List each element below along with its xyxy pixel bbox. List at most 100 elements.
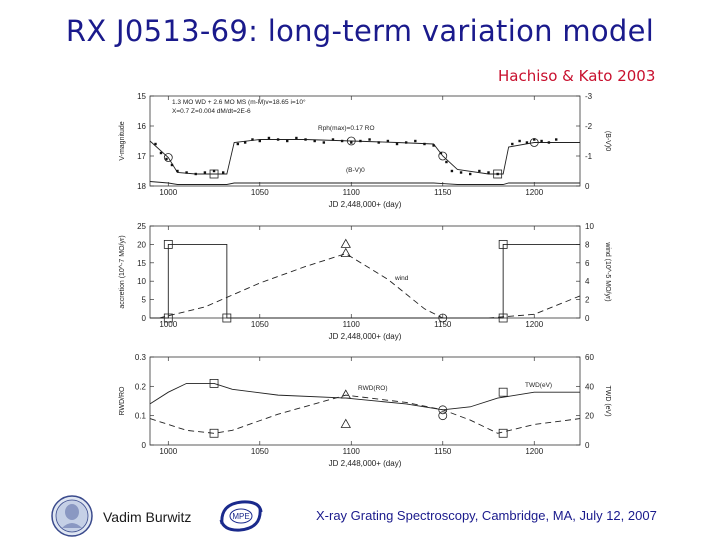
y-right-tick-label: 2 [585,296,590,305]
y-tick-label: 5 [142,296,147,305]
square-marker [163,239,173,249]
series-line-wind [159,253,581,319]
observed-point [203,171,207,174]
observed-point [478,169,481,173]
series-line--b-v-0 [149,181,580,185]
x-tick-label: 1100 [343,447,361,456]
conference-footer: X-ray Grating Spectroscopy, Cambridge, M… [316,508,657,523]
x-tick-label: 1050 [251,447,269,456]
observed-point [423,142,426,146]
y-tick-label: 0.2 [135,382,147,391]
reference-citation: Hachiso & Kato 2003 [498,67,656,85]
y-right-tick-label: 10 [585,222,594,231]
observed-point [487,171,490,174]
observed-point [432,144,435,147]
observed-point [313,139,316,143]
observed-point [236,142,240,146]
y-right-tick-label: -2 [585,122,593,131]
square-marker [498,387,508,397]
y-tick-label: 15 [137,92,146,101]
observed-point [221,171,225,174]
square-marker [222,313,232,323]
y-right-tick-label: 0 [585,314,590,323]
observed-point [439,151,443,155]
observed-point [459,171,463,174]
observed-point [386,139,390,143]
y-right-axis-label: (B-V)0 [604,131,611,151]
y-right-tick-label: -1 [585,152,593,161]
observed-point [286,139,289,143]
y-axis-label: V-magnitude [119,121,126,160]
circle-marker [346,136,356,146]
observed-point [258,139,261,143]
y-tick-label: 0.1 [135,412,147,421]
observed-point [414,139,417,143]
x-tick-label: 1050 [251,320,269,329]
observed-point [469,172,472,176]
photosphere-panel [149,356,581,446]
author-name: Vadim Burwitz [103,509,192,525]
observed-point [511,142,514,146]
chart-annotation: TWD(eV) [525,382,552,389]
y-tick-label: 15 [137,259,146,268]
observed-point [170,163,174,167]
observed-point [159,151,163,155]
triangle-marker [340,238,351,248]
square-marker [163,313,173,323]
observed-point [212,169,216,173]
observed-point [518,139,521,143]
observed-point [547,141,551,144]
observed-point [304,138,307,141]
observed-point [525,141,529,144]
y-tick-label: 10 [137,277,146,286]
observed-point [295,136,298,140]
circle-marker [438,405,448,415]
chart-annotation: Rph(max)=0.17 RO [318,125,375,132]
observed-point [533,138,536,141]
series-line-twd-ev- [149,394,581,434]
chart-annotation: 1.3 MO WD + 2.6 MO MS (m-M)v=18.65 i=10° [172,98,306,106]
observed-point [445,160,448,164]
x-tick-label: 1000 [159,320,177,329]
square-marker [209,428,219,438]
observed-point [251,138,254,141]
x-axis-label: JD 2,448,000+ (day) [329,200,402,209]
x-tick-label: 1150 [434,320,452,329]
observed-point [450,169,454,173]
square-marker [209,169,219,179]
observed-point [340,139,344,143]
y-right-axis-label: TWD (eV) [604,385,611,416]
y-right-tick-label: 20 [585,412,594,421]
observed-point [404,141,408,144]
x-tick-label: 1200 [525,320,543,329]
square-marker [498,239,508,249]
observed-point [540,139,543,143]
observed-point [331,138,335,141]
observed-point [555,138,558,141]
x-tick-label: 1050 [251,188,269,197]
chart-annotation: (B-V)0 [346,167,365,174]
observed-point [276,138,280,141]
y-tick-label: 18 [137,182,146,191]
observed-point [176,169,179,173]
circle-marker [438,313,448,323]
y-right-tick-label: 60 [585,353,594,362]
x-axis-label: JD 2,448,000+ (day) [329,332,402,341]
observed-point [496,172,499,176]
y-right-tick-label: 6 [585,259,590,268]
accretion-panel [149,225,581,323]
chart-annotation: wind [394,275,409,282]
square-marker [209,378,219,388]
observed-point [395,142,399,146]
y-right-tick-label: 0 [585,182,590,191]
svg-text:MPE: MPE [232,512,249,521]
x-tick-label: 1100 [343,320,361,329]
series-line-accretion [150,243,580,319]
series-line-model-v [149,139,580,175]
square-marker [498,428,508,438]
observed-point [350,141,353,144]
chart-annotation: RWD(RO) [358,385,388,392]
triangle-marker [340,418,351,428]
y-tick-label: 17 [137,152,146,161]
y-axis-label: accretion (10^-7 MO/yr) [119,235,126,308]
